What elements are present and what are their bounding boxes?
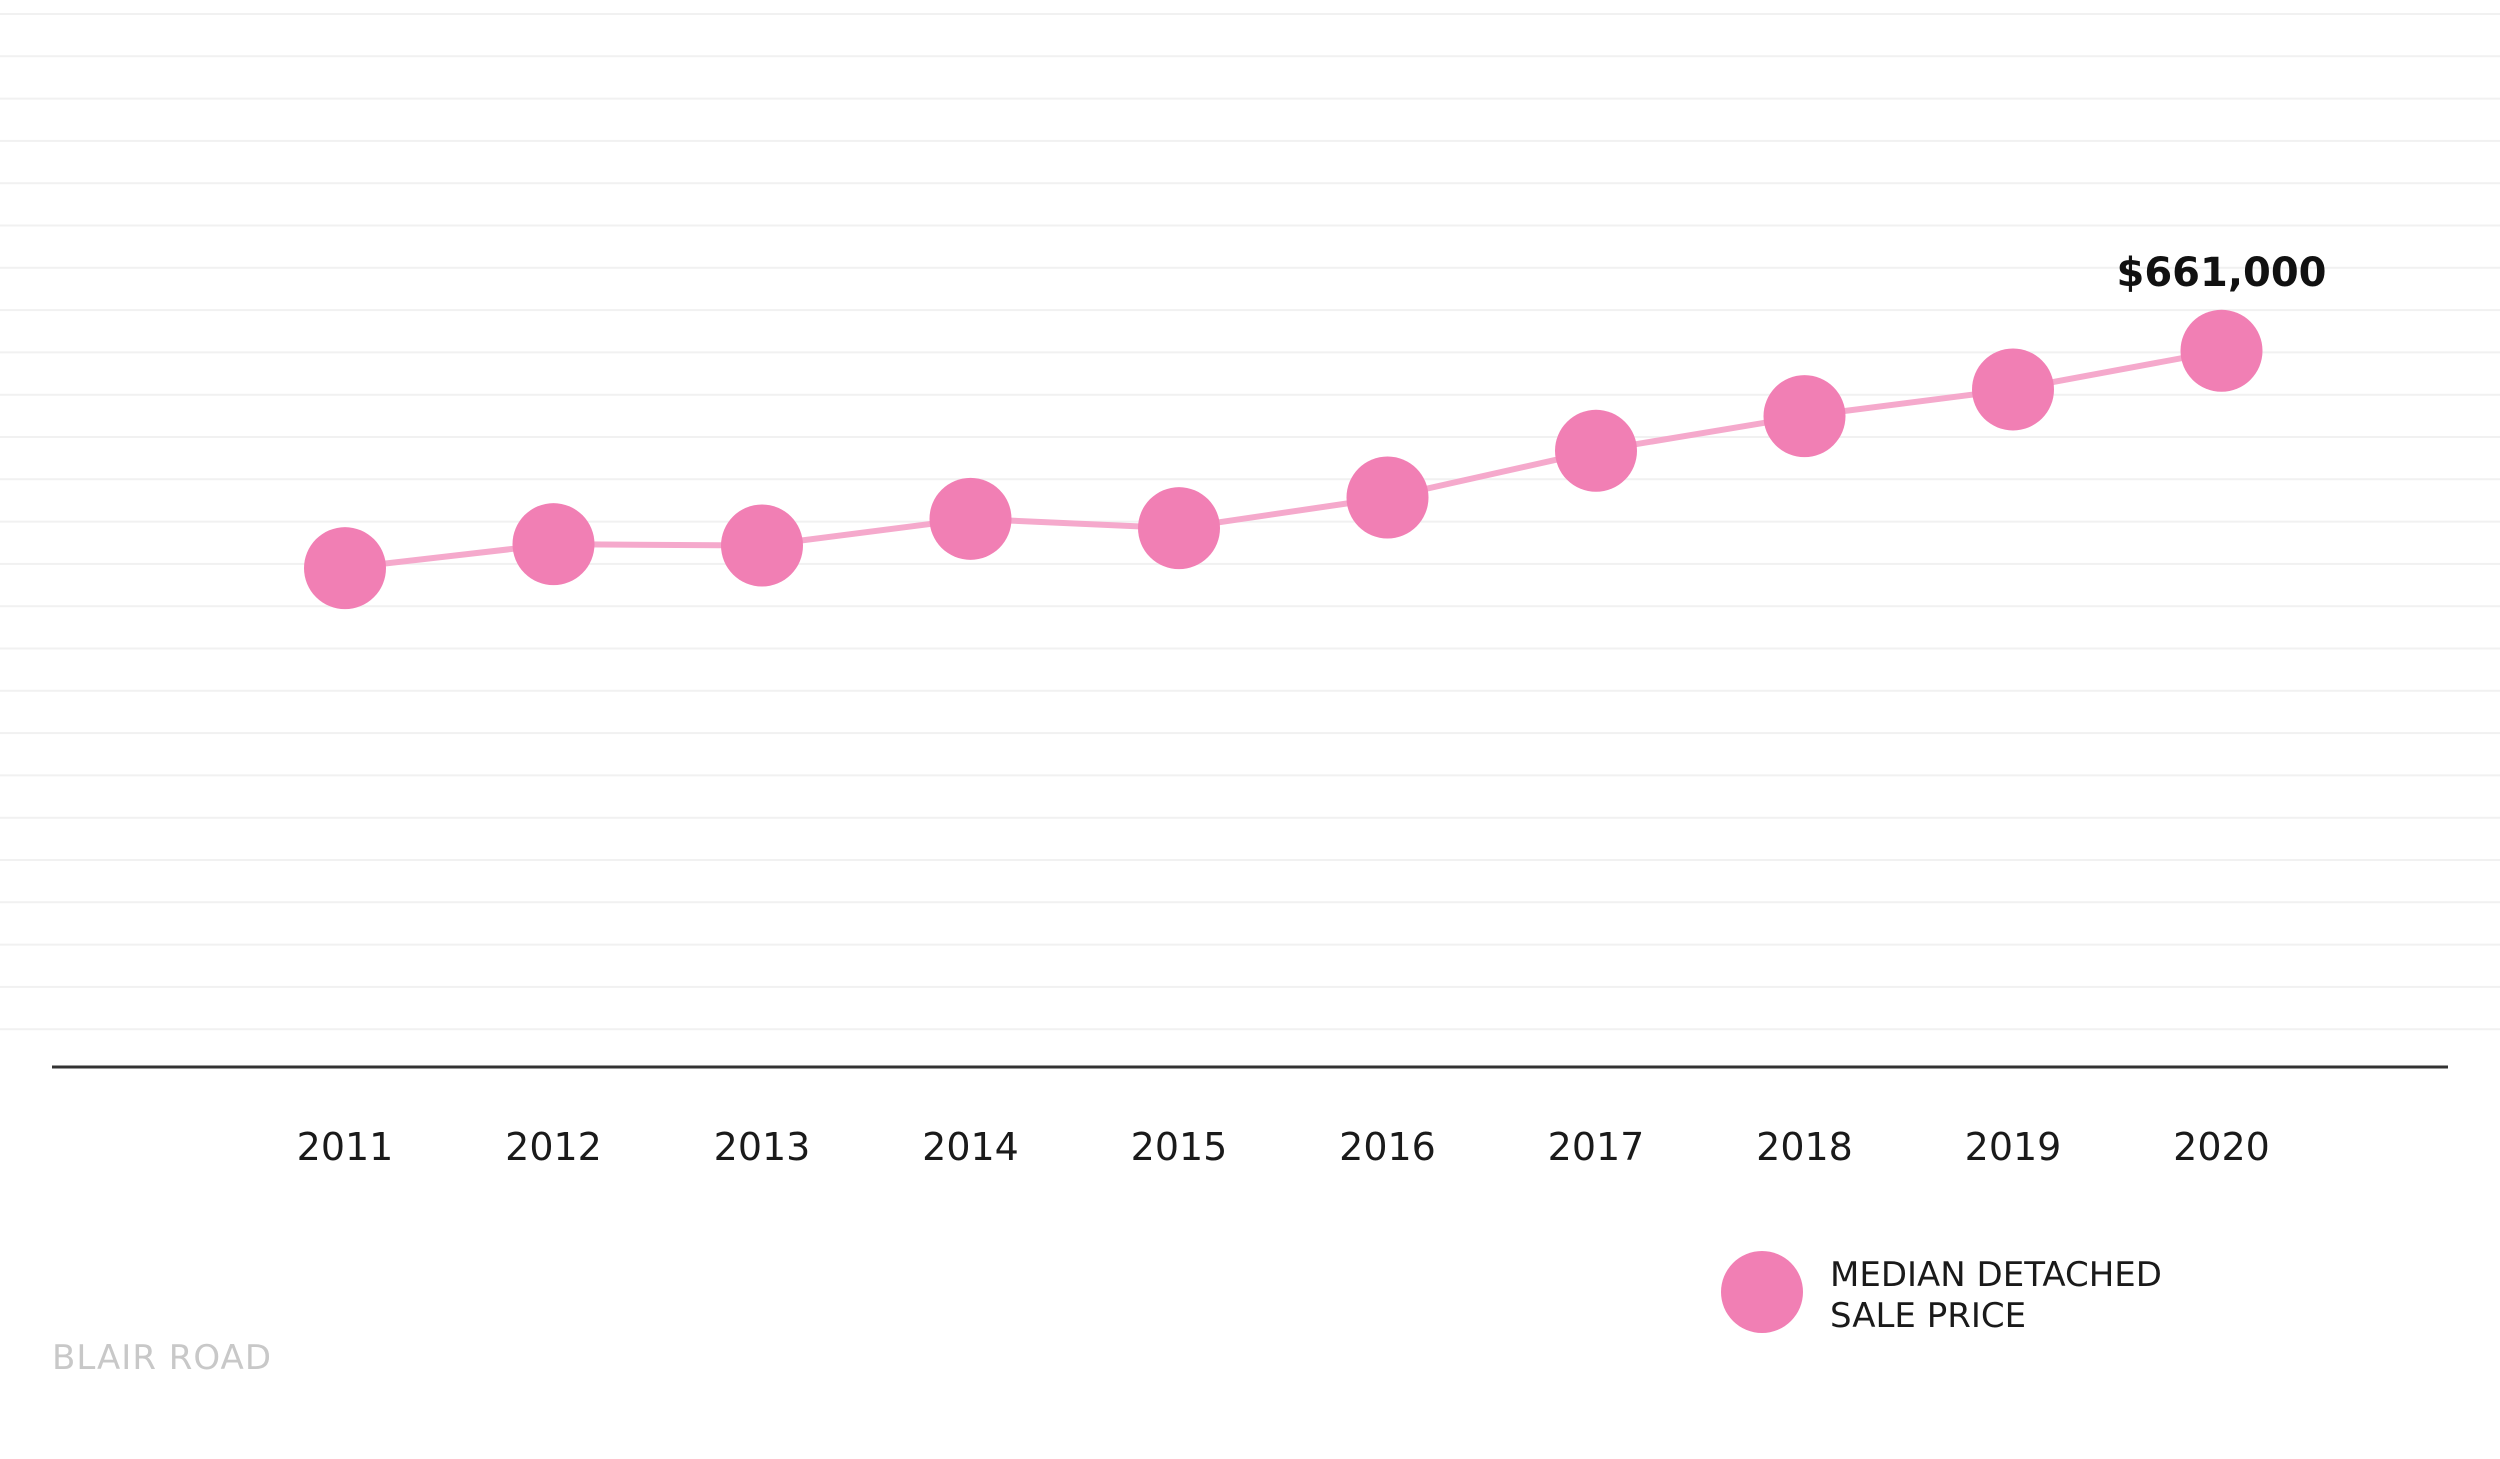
data-point-2016 (1346, 456, 1429, 539)
data-point-2019 (1972, 348, 2054, 431)
legend-label-line-1: MEDIAN DETACHED (1830, 1255, 2162, 1295)
legend-marker (1721, 1251, 1803, 1333)
x-tick-label-2015: 2015 (1131, 1125, 1228, 1169)
data-point-2015 (1138, 487, 1220, 570)
data-point-2012 (512, 503, 595, 586)
legend: MEDIAN DETACHED SALE PRICE (1721, 1251, 2162, 1336)
data-point-2017 (1555, 409, 1637, 492)
data-point-2013 (721, 504, 803, 587)
brand-watermark: BLAIR ROAD (52, 1338, 272, 1378)
x-tick-label-2019: 2019 (1965, 1125, 2062, 1169)
data-label-2020: $661,000 (2116, 250, 2326, 296)
x-tick-label-2011: 2011 (297, 1125, 394, 1169)
annotations: $661,000 (2116, 250, 2326, 296)
data-point-2018 (1763, 375, 1846, 458)
legend-label-line-2: SALE PRICE (1830, 1296, 2026, 1336)
x-tick-label-2014: 2014 (922, 1125, 1019, 1169)
gridlines (0, 13, 2500, 1031)
data-point-2020 (2180, 309, 2263, 392)
x-tick-labels: 2011 2012 2013 2014 2015 2016 2017 2018 2019 2020 (297, 1125, 2270, 1169)
data-point-2011 (304, 527, 386, 610)
x-tick-label-2012: 2012 (505, 1125, 602, 1169)
x-tick-label-2013: 2013 (714, 1125, 811, 1169)
series-line (344, 347, 2223, 572)
x-tick-label-2020: 2020 (2173, 1125, 2270, 1169)
data-point-2014 (929, 477, 1012, 560)
x-tick-label-2018: 2018 (1756, 1125, 1853, 1169)
x-tick-label-2016: 2016 (1339, 1125, 1436, 1169)
data-points (304, 309, 2263, 610)
x-tick-label-2017: 2017 (1548, 1125, 1645, 1169)
